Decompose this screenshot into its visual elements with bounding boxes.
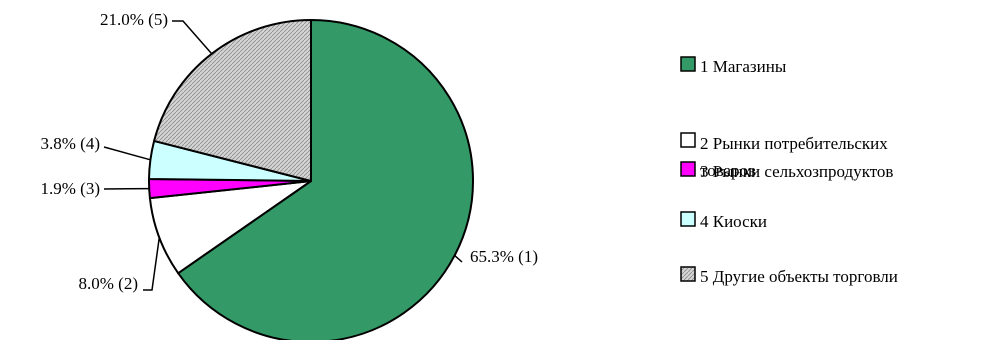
- legend-label-5: 5 Другие объекты торговли: [700, 267, 898, 286]
- legend-swatch-4: [680, 211, 696, 227]
- leader-line-4: [103, 146, 151, 161]
- legend: 1 Магазины 2 Рынки потребительских товаров…: [680, 56, 898, 286]
- legend-label-4: 4 Киоски: [700, 212, 767, 231]
- pie-slice-1: [177, 19, 474, 340]
- legend-swatch-2: [680, 132, 696, 148]
- legend-label-1: 1 Магазины: [700, 57, 787, 76]
- legend-swatch-1: [680, 56, 696, 72]
- slice-label-4: 3.8% (4): [41, 134, 100, 153]
- legend-label-3: 3 Рынки сельхозпродуктов: [700, 162, 893, 181]
- legend-swatch-5: [680, 266, 696, 282]
- slice-label-1: 65.3% (1): [470, 247, 538, 266]
- leader-lines: [103, 20, 463, 291]
- slice-label-3: 1.9% (3): [41, 179, 100, 198]
- slice-label-5: 21.0% (5): [100, 10, 168, 29]
- legend-swatch-3: [680, 161, 696, 177]
- pie-slices: [148, 19, 474, 340]
- pie-slice-5: [153, 19, 312, 182]
- slice-labels: 65.3% (1) 8.0% (2) 1.9% (3) 3.8% (4) 21.0% (…: [41, 10, 538, 293]
- leader-line-5: [172, 20, 213, 55]
- legend-label-2-line2: товаров: [700, 161, 756, 180]
- slice-label-2: 8.0% (2): [79, 274, 138, 293]
- leader-line-1: [454, 254, 463, 263]
- leader-line-2: [143, 237, 161, 291]
- legend-label-2: 2 Рынки потребительских: [700, 134, 888, 153]
